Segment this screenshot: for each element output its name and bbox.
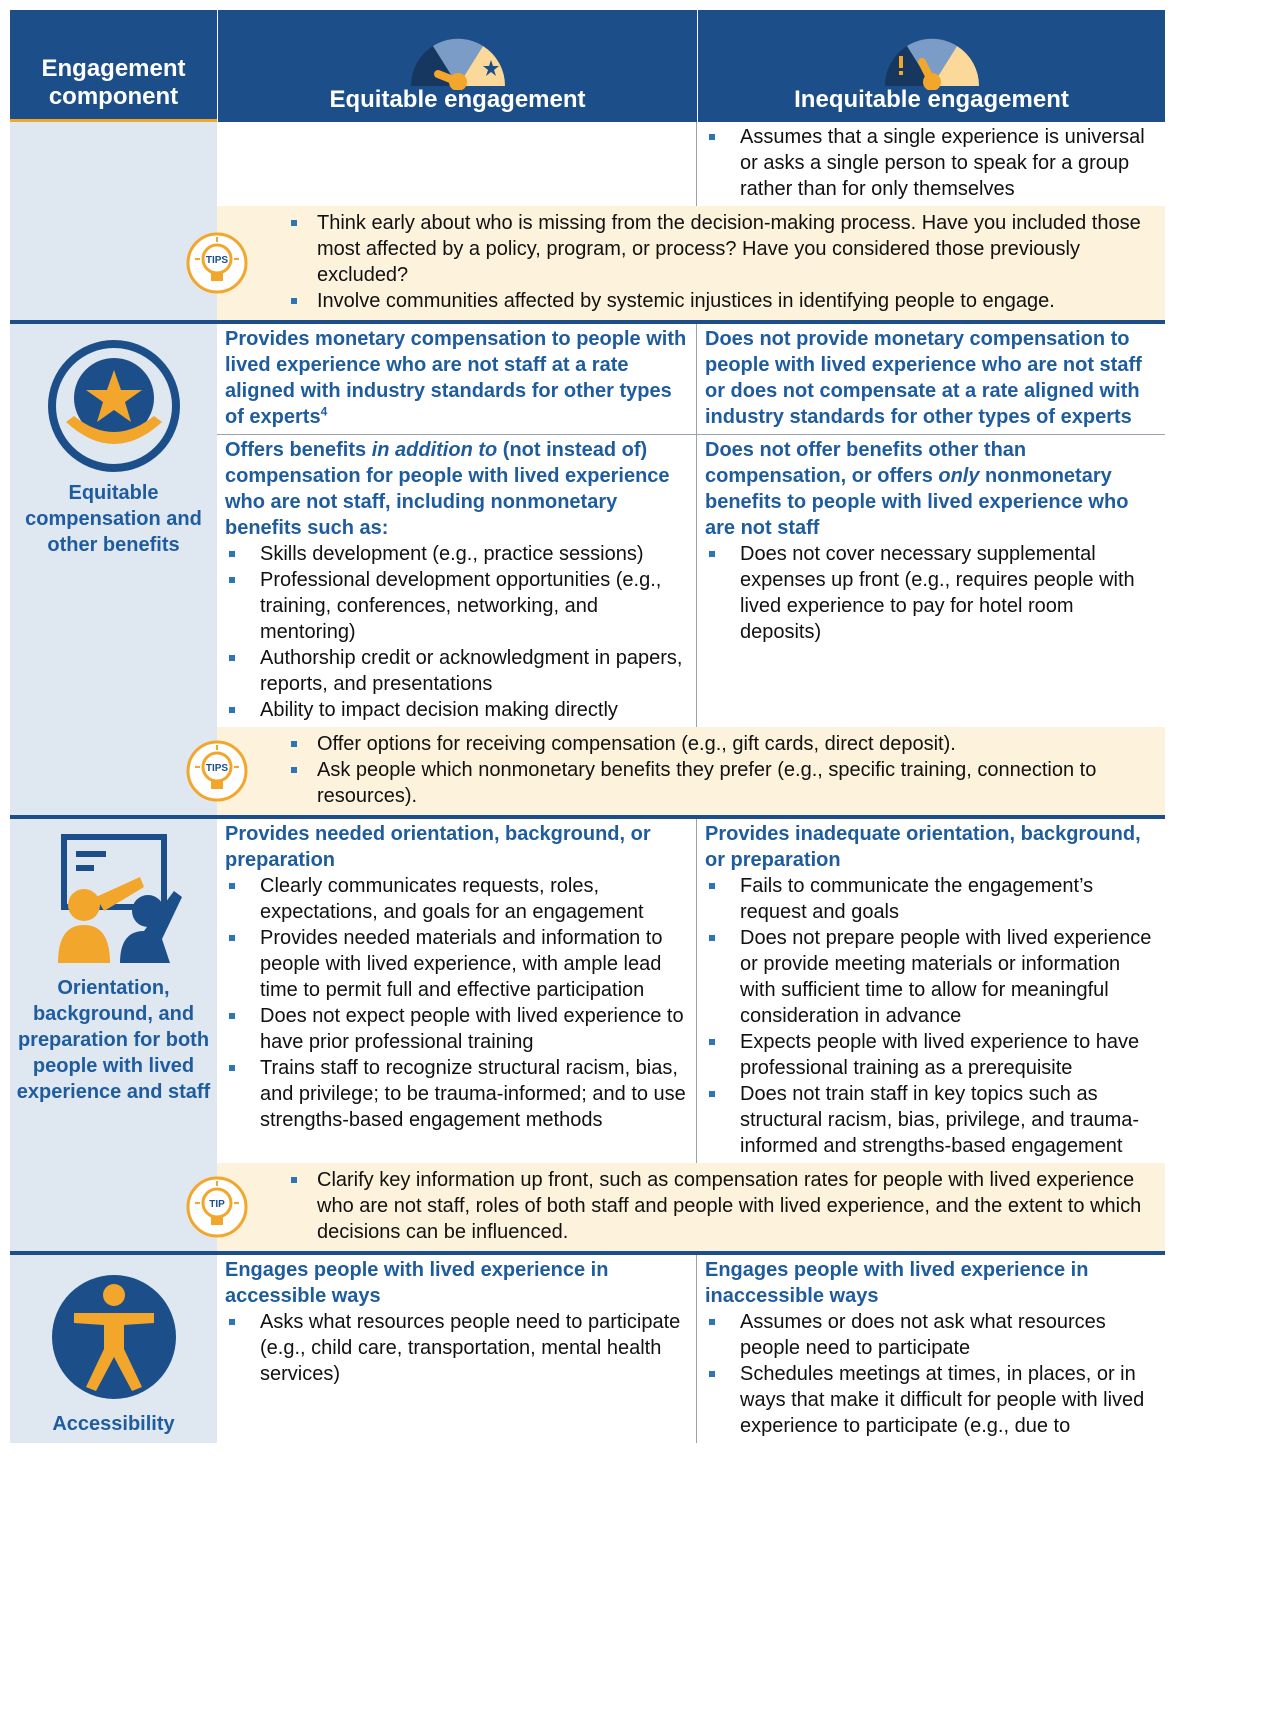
tips-list: Clarify key information up front, such a… <box>287 1167 1157 1245</box>
content-cell: Provides needed orientation, background,… <box>217 819 697 1163</box>
heading-text: Provides monetary compensation to people… <box>225 328 687 428</box>
content-cell: Engages people with lived experience in … <box>697 1255 1165 1443</box>
bullet-item: Schedules meetings at times, in places, … <box>705 1361 1157 1439</box>
content-cell: Does not offer benefits other than compe… <box>697 434 1165 727</box>
tips-list: Offer options for receiving compensation… <box>287 731 1157 809</box>
engagement-table: Engagement component Equitable engagemen… <box>10 10 1165 1443</box>
practice-heading: Provides needed orientation, background,… <box>225 821 688 873</box>
component-cell: Accessibility <box>10 1255 217 1443</box>
bullet-list: Fails to communicate the engagement’s re… <box>705 873 1157 1159</box>
heading-text: Engages people with lived experience in … <box>705 1259 1089 1307</box>
section: Orientation, background, and preparation… <box>10 815 1165 1251</box>
header-text: Inequitable engagement <box>794 86 1069 113</box>
bullet-list: Assumes that a single experience is univ… <box>705 124 1157 202</box>
bullet-item: Clearly communicates requests, roles, ex… <box>225 873 688 925</box>
component-icon <box>51 1275 176 1399</box>
tip-item: Think early about who is missing from th… <box>287 210 1157 288</box>
component-icon <box>57 834 182 963</box>
bullet-item: Authorship credit or acknowledgment in p… <box>225 645 688 697</box>
heading-text: Engages people with lived experience in … <box>225 1259 609 1307</box>
content-cell: Engages people with lived experience in … <box>217 1255 697 1443</box>
heading-text: Does not offer benefits other than compe… <box>705 439 1027 487</box>
content-cell: Provides monetary compensation to people… <box>217 324 697 434</box>
content-cell: Does not provide monetary compensation t… <box>697 324 1165 434</box>
bullet-item: Assumes that a single experience is univ… <box>705 124 1157 202</box>
footnote-ref: 4 <box>320 404 328 419</box>
bullet-item: Provides needed materials and informatio… <box>225 925 688 1003</box>
tips-label: TIPS <box>206 763 229 774</box>
heading-text: (not instead of) compensation for people… <box>225 439 670 539</box>
tip-item: Clarify key information up front, such a… <box>287 1167 1157 1245</box>
bullet-item: Expects people with lived experience to … <box>705 1029 1157 1081</box>
table-body: Assumes that a single experience is univ… <box>10 122 1165 1443</box>
tips-icon: TIPS <box>186 232 248 294</box>
bullet-item: Does not train staff in key topics such … <box>705 1081 1157 1159</box>
tips-box: TIPS Think early about who is missing fro… <box>186 206 1165 320</box>
tips-icon: TIPS <box>186 740 248 802</box>
bullet-item: Fails to communicate the engagement’s re… <box>705 873 1157 925</box>
heading-text: Offers benefits <box>225 439 372 461</box>
tips-icon: TIP <box>186 1176 248 1238</box>
content-cell <box>217 122 697 206</box>
header-cell: Engagement component <box>10 10 217 122</box>
practice-heading: Does not provide monetary compensation t… <box>705 326 1157 430</box>
bullet-item: Asks what resources people need to parti… <box>225 1309 688 1387</box>
bullet-item: Does not cover necessary supplemental ex… <box>705 541 1157 645</box>
tips-label: TIPS <box>206 255 229 266</box>
practice-heading: Provides monetary compensation to people… <box>225 326 688 430</box>
section: Equitable compensation and other benefit… <box>10 320 1165 815</box>
header-text: Equitable engagement <box>329 86 586 113</box>
header-cell: Inequitable engagement <box>697 10 1165 122</box>
bullet-item: Assumes or does not ask what resources p… <box>705 1309 1157 1361</box>
tips-box: TIP Clarify key information up front, suc… <box>186 1163 1165 1251</box>
tip-item: Ask people which nonmonetary benefits th… <box>287 757 1157 809</box>
practice-heading: Engages people with lived experience in … <box>705 1257 1157 1309</box>
tips-box: TIPS Offer options for receiving compensa… <box>186 727 1165 815</box>
table-header: Engagement component Equitable engagemen… <box>10 10 1165 122</box>
bullet-list: Does not cover necessary supplemental ex… <box>705 541 1157 645</box>
content-cell: Assumes that a single experience is univ… <box>697 122 1165 206</box>
heading-text: in addition to <box>371 439 498 461</box>
heading-text: only <box>938 465 980 487</box>
heading-text: Does not provide monetary compensation t… <box>705 328 1142 428</box>
bullet-list: Skills development (e.g., practice sessi… <box>225 541 688 723</box>
content-cell: Offers benefits in addition to (not inst… <box>217 434 697 727</box>
heading-text: Provides inadequate orientation, backgro… <box>705 823 1141 871</box>
bullet-item: Does not prepare people with lived exper… <box>705 925 1157 1029</box>
component-cell <box>10 122 217 320</box>
header-text: Engagement component <box>41 55 186 110</box>
component-cell: Equitable compensation and other benefit… <box>10 324 217 815</box>
heading-text: nonmonetary benefits to people with live… <box>705 465 1129 539</box>
component-label: Orientation, background, and preparation… <box>16 977 211 1103</box>
bullet-list: Assumes or does not ask what resources p… <box>705 1309 1157 1439</box>
component-cell: Orientation, background, and preparation… <box>10 819 217 1251</box>
practice-heading: Provides inadequate orientation, backgro… <box>705 821 1157 873</box>
content-cell: Provides inadequate orientation, backgro… <box>697 819 1165 1163</box>
gauge-icon <box>410 38 505 90</box>
section: Assumes that a single experience is univ… <box>10 122 1165 320</box>
tip-item: Offer options for receiving compensation… <box>287 731 1157 757</box>
bullet-item: Professional development opportunities (… <box>225 567 688 645</box>
bullet-item: Skills development (e.g., practice sessi… <box>225 541 688 567</box>
bullet-item: Does not expect people with lived experi… <box>225 1003 688 1055</box>
component-label: Equitable compensation and other benefit… <box>25 482 202 556</box>
bullet-item: Trains staff to recognize structural rac… <box>225 1055 688 1133</box>
section: Accessibility Engages people with lived e… <box>10 1251 1165 1443</box>
bullet-list: Clearly communicates requests, roles, ex… <box>225 873 688 1133</box>
practice-heading: Does not offer benefits other than compe… <box>705 437 1157 541</box>
heading-text: Provides needed orientation, background,… <box>225 823 651 871</box>
bullet-list: Asks what resources people need to parti… <box>225 1309 688 1387</box>
header-cell: Equitable engagement <box>217 10 697 122</box>
practice-heading: Offers benefits in addition to (not inst… <box>225 437 688 541</box>
tips-list: Think early about who is missing from th… <box>287 210 1157 314</box>
bullet-item: Ability to impact decision making direct… <box>225 697 688 723</box>
component-label: Accessibility <box>52 1413 175 1435</box>
tips-label: TIP <box>209 1199 225 1210</box>
practice-heading: Engages people with lived experience in … <box>225 1257 688 1309</box>
component-icon <box>47 340 180 472</box>
gauge-icon <box>884 38 979 90</box>
tip-item: Involve communities affected by systemic… <box>287 288 1157 314</box>
